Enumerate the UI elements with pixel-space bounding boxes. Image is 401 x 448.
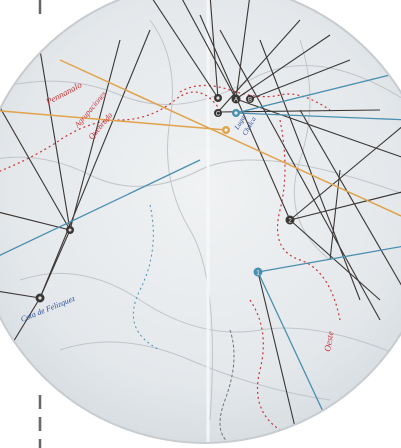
station-marker-a[interactable]: A xyxy=(231,94,241,104)
station-marker-orange[interactable] xyxy=(222,126,230,134)
river-line xyxy=(132,204,161,351)
station-markers: A B C 2 xyxy=(35,94,295,303)
station-marker-2[interactable]: 2 xyxy=(285,215,295,225)
station-marker-lower-left[interactable] xyxy=(35,293,45,303)
station-marker-b[interactable]: B xyxy=(246,95,254,104)
marker-c-label: C xyxy=(216,112,221,118)
marker-a-label: A xyxy=(234,98,238,104)
station-marker-1[interactable]: 1 xyxy=(253,267,263,277)
terrain-features xyxy=(0,19,401,421)
blue-bearing-lines xyxy=(0,69,401,443)
marker-2-label: 2 xyxy=(288,219,292,225)
river-line-2 xyxy=(219,329,241,443)
marker-1-label: 1 xyxy=(256,271,260,277)
station-marker-c[interactable]: C xyxy=(214,109,222,118)
label-oeste: Oeste xyxy=(322,330,335,352)
marker-b-label: B xyxy=(248,98,252,104)
station-marker-left[interactable] xyxy=(66,226,74,234)
station-marker-blue[interactable] xyxy=(232,109,240,117)
station-marker-upper-left[interactable] xyxy=(214,94,222,102)
orange-bearing-lines xyxy=(0,59,401,221)
